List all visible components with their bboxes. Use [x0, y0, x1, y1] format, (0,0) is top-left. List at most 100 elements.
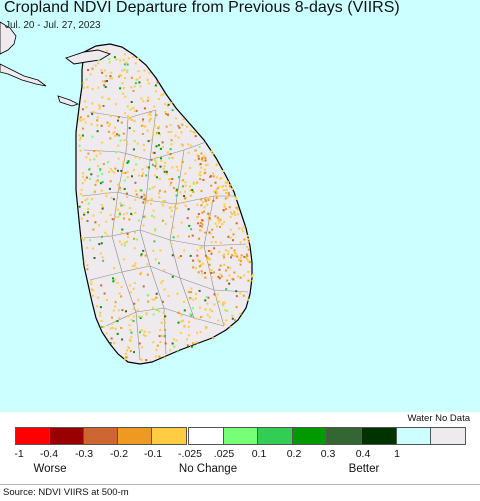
ndvi-pixel — [135, 109, 138, 112]
ndvi-pixel — [156, 344, 159, 347]
ndvi-pixel — [196, 182, 199, 185]
ndvi-pixel — [218, 300, 221, 303]
ndvi-pixel — [175, 194, 178, 197]
ndvi-pixel — [153, 240, 156, 243]
source-credit: Source: NDVI VIIRS at 500-m — [3, 487, 129, 498]
ndvi-pixel — [130, 76, 133, 79]
legend-tick: 0.3 — [320, 448, 336, 460]
ndvi-pixel — [87, 115, 90, 118]
ndvi-pixel — [209, 232, 212, 235]
ndvi-pixel — [200, 246, 203, 249]
ndvi-pixel — [175, 189, 178, 192]
ndvi-pixel — [191, 234, 194, 237]
legend-swatch — [257, 427, 293, 445]
ndvi-pixel — [206, 302, 209, 305]
ndvi-pixel — [152, 133, 155, 136]
ndvi-pixel — [175, 188, 178, 191]
ndvi-pixel — [161, 203, 164, 206]
ndvi-pixel — [243, 225, 246, 228]
ndvi-pixel — [109, 77, 112, 80]
ndvi-pixel — [230, 247, 233, 250]
ndvi-pixel — [197, 155, 200, 158]
ndvi-pixel — [223, 263, 226, 266]
ndvi-pixel — [215, 163, 218, 166]
ndvi-pixel — [101, 235, 103, 238]
ndvi-pixel — [246, 298, 249, 301]
ndvi-pixel — [189, 167, 192, 170]
ndvi-pixel — [82, 172, 85, 175]
ndvi-pixel — [206, 197, 209, 199]
footer: Source: NDVI VIIRS at 500-m — [0, 484, 480, 501]
ndvi-pixel — [189, 313, 192, 316]
ndvi-pixel — [95, 180, 98, 183]
ndvi-pixel — [189, 129, 192, 132]
ndvi-pixel — [82, 238, 85, 241]
ndvi-pixel — [132, 148, 135, 151]
ndvi-pixel — [154, 84, 157, 87]
legend-tick: 0.2 — [286, 448, 302, 460]
ndvi-pixel — [247, 248, 250, 251]
ndvi-pixel — [219, 264, 222, 267]
ndvi-pixel — [99, 105, 101, 108]
ndvi-pixel — [79, 116, 82, 119]
ndvi-pixel — [202, 201, 205, 204]
ndvi-pixel — [83, 179, 86, 182]
ndvi-pixel — [136, 238, 139, 241]
ndvi-pixel — [115, 58, 118, 61]
ndvi-pixel — [139, 85, 142, 88]
ndvi-pixel — [117, 119, 119, 122]
ndvi-pixel — [163, 269, 166, 272]
ndvi-pixel — [121, 338, 124, 341]
ndvi-pixel — [179, 331, 182, 334]
ndvi-pixel — [169, 184, 172, 187]
ndvi-pixel — [137, 70, 140, 73]
ndvi-pixel — [133, 247, 136, 250]
ndvi-pixel — [233, 212, 236, 215]
ndvi-pixel — [91, 198, 94, 201]
ndvi-pixel — [201, 158, 203, 160]
ndvi-pixel — [128, 347, 130, 350]
ndvi-pixel — [154, 160, 157, 163]
ndvi-pixel — [117, 157, 120, 160]
ndvi-pixel — [210, 269, 213, 272]
ndvi-pixel — [223, 256, 226, 259]
ndvi-pixel — [201, 316, 204, 318]
ndvi-pixel — [91, 135, 94, 138]
ndvi-pixel — [170, 101, 173, 104]
ndvi-pixel — [188, 320, 190, 323]
ndvi-pixel — [96, 119, 99, 122]
ndvi-pixel — [184, 204, 187, 207]
ndvi-pixel — [164, 342, 167, 345]
ndvi-pixel — [92, 294, 95, 297]
ndvi-pixel — [172, 187, 175, 189]
legend-tick: .025 — [213, 448, 235, 460]
ndvi-pixel — [190, 314, 193, 317]
ndvi-pixel — [216, 293, 219, 296]
ndvi-pixel — [146, 165, 149, 168]
ndvi-pixel — [130, 318, 133, 321]
ndvi-pixel — [114, 135, 117, 137]
ndvi-pixel — [101, 325, 104, 328]
ndvi-pixel — [181, 123, 184, 126]
ndvi-pixel — [100, 69, 103, 72]
ndvi-pixel — [188, 224, 191, 227]
ndvi-pixel — [133, 264, 136, 267]
ndvi-pixel — [181, 185, 184, 188]
ndvi-pixel — [169, 178, 171, 181]
ndvi-pixel — [101, 71, 104, 74]
ndvi-pixel — [243, 274, 246, 277]
ndvi-pixel — [186, 344, 189, 347]
ndvi-pixel — [197, 222, 200, 225]
ndvi-pixel — [236, 255, 239, 258]
ndvi-pixel — [148, 118, 151, 121]
ndvi-pixel — [123, 155, 126, 158]
ndvi-pixel — [106, 299, 108, 301]
ndvi-pixel — [154, 229, 157, 232]
ndvi-pixel — [237, 208, 239, 211]
ndvi-pixel — [218, 221, 221, 224]
ndvi-pixel — [89, 73, 92, 76]
ndvi-pixel — [192, 131, 195, 133]
ndvi-pixel — [183, 197, 186, 200]
ndvi-pixel — [85, 176, 88, 179]
ndvi-pixel — [233, 255, 236, 257]
